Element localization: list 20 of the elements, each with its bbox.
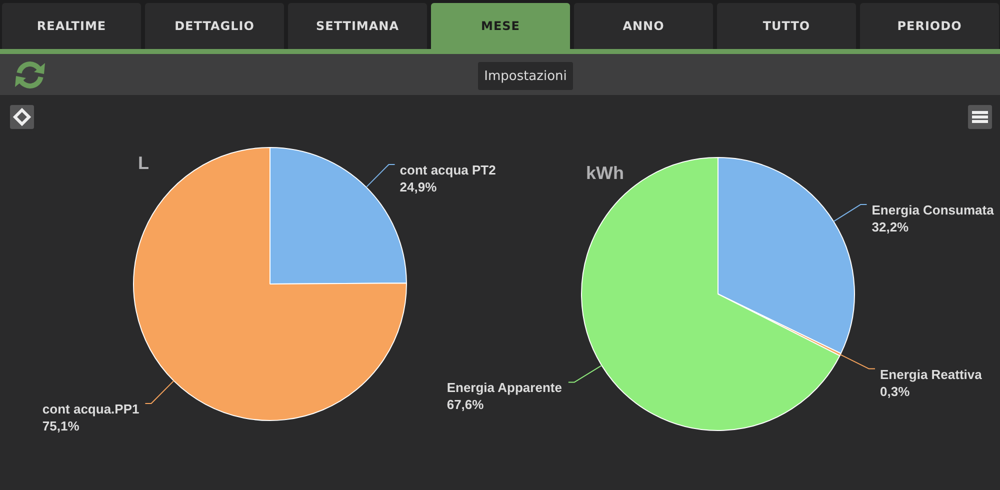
data-label: 32,2% <box>872 219 910 234</box>
tab: TUTTO <box>717 3 856 49</box>
chart-title: kWh <box>586 163 624 183</box>
tab: REALTIME <box>2 3 141 49</box>
tab: DETTAGLIO <box>145 3 284 49</box>
tab: PERIODO <box>860 3 999 49</box>
tab: ANNO <box>574 3 713 49</box>
tooltip: Impostazioni <box>478 62 573 90</box>
data-label: 75,1% <box>42 418 80 434</box>
slice-label: Energia Reattiva <box>880 366 983 382</box>
tab: SETTIMANA <box>288 3 427 49</box>
data-label: 67,6% <box>446 397 484 412</box>
chart-title: L <box>138 153 149 173</box>
slice-label: Energia Apparente <box>446 380 562 396</box>
data-label: 24,9% <box>400 179 438 194</box>
slice-label: Energia Consumata <box>872 202 995 218</box>
slice-label: cont acqua PT2 <box>400 162 496 178</box>
tab: MESE <box>431 3 570 49</box>
slice-label: cont acqua.PP1 <box>42 402 140 417</box>
data-label: 0,3% <box>880 384 910 399</box>
